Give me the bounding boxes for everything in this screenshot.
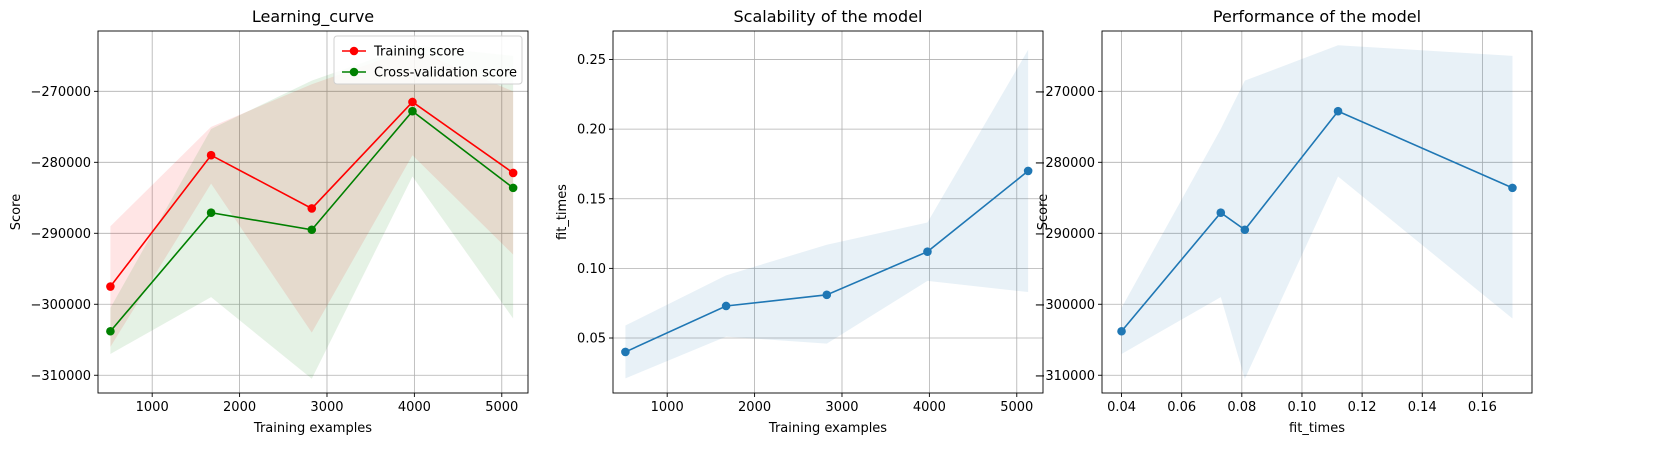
data-point	[106, 326, 115, 336]
x-tick-label: 1000	[651, 400, 684, 415]
x-tick-label: 3000	[310, 400, 343, 415]
y-tick-label: 0.25	[577, 53, 606, 68]
x-tick-label: 4000	[398, 400, 431, 415]
x-tick-label: 0.06	[1167, 400, 1196, 415]
y-tick-label: 0.10	[577, 262, 606, 277]
chart-panel-1: 1000 2000 3000 4000 5000 −310000 −300000 −29000…	[9, 7, 529, 436]
x-tick-label: 0.16	[1468, 400, 1497, 415]
x-tick-label: 0.10	[1287, 400, 1316, 415]
x-tick-label: 1000	[136, 400, 169, 415]
std-band-1	[110, 48, 514, 347]
y-tick-label: 0.15	[577, 192, 606, 207]
x-tick-label: 0.14	[1408, 400, 1437, 415]
legend-label-2: Cross-validation score	[374, 66, 517, 81]
data-point	[508, 168, 518, 178]
axes-frame	[97, 30, 529, 394]
y-tick-label: −310000	[1034, 369, 1095, 384]
grid	[1102, 31, 1532, 393]
x-tick-label: 3000	[825, 400, 858, 415]
y-tick-label: 0.20	[577, 123, 606, 138]
axes-frame	[1101, 30, 1533, 394]
data-point	[206, 150, 216, 160]
y-tick-label: −280000	[1034, 156, 1095, 171]
x-tick-label: 0.12	[1348, 400, 1377, 415]
y-tick-label: −300000	[30, 298, 91, 313]
data-point	[621, 347, 630, 357]
data-point	[1240, 225, 1250, 235]
chart-panel-3: 0.04 0.06 0.08 0.10 0.12 0.14 0.16 −310000 −3000…	[1034, 7, 1533, 436]
y-axis-label: Score	[1036, 194, 1051, 230]
y-tick-label: −310000	[30, 369, 91, 384]
grid	[613, 31, 1043, 393]
data-point	[1333, 106, 1343, 116]
grid	[98, 31, 528, 393]
data-point	[1023, 166, 1033, 176]
data-point	[508, 183, 518, 193]
data-point	[1216, 208, 1226, 218]
y-tick-label: 0.05	[577, 332, 606, 347]
x-tick-label: 2000	[738, 400, 771, 415]
y-tick-label: −290000	[1034, 227, 1095, 242]
x-tick-label: 4000	[913, 400, 946, 415]
data-point	[923, 247, 932, 256]
legend-marker-1	[349, 46, 359, 56]
std-band-1	[1121, 45, 1513, 379]
std-band-1	[625, 49, 1029, 379]
data-point	[106, 282, 115, 291]
chart-title: Learning_curve	[252, 7, 374, 27]
y-tick-label: −300000	[1034, 298, 1095, 313]
axes-frame	[612, 30, 1044, 394]
data-point	[1117, 326, 1126, 336]
y-tick-label: −280000	[30, 156, 91, 171]
chart-title: Scalability of the model	[734, 7, 923, 26]
y-tick-label: −270000	[30, 85, 91, 100]
data-point	[307, 225, 317, 235]
legend: Training score Cross-validation score	[333, 35, 523, 85]
data-point	[822, 290, 832, 300]
data-point	[1508, 183, 1517, 193]
chart-title: Performance of the model	[1213, 7, 1421, 26]
x-tick-label: 5000	[1000, 400, 1033, 415]
y-axis-label: fit_times	[555, 184, 570, 240]
legend-marker-2	[349, 67, 359, 77]
data-point	[408, 106, 417, 116]
x-axis-label: fit_times	[1289, 421, 1345, 436]
chart-panel-2: 1000 2000 3000 4000 5000 0.05 0.10 0.15 0.20 0.25…	[555, 7, 1044, 436]
data-point	[307, 204, 317, 213]
y-tick-label: −290000	[30, 227, 91, 242]
y-tick-label: −270000	[1034, 85, 1095, 100]
legend-box	[333, 35, 523, 85]
legend-label-1: Training score	[373, 45, 464, 60]
y-axis-label: Score	[9, 194, 24, 230]
x-tick-label: 5000	[485, 400, 518, 415]
x-tick-label: 0.04	[1107, 400, 1136, 415]
data-point	[721, 301, 731, 311]
x-axis-label: Training examples	[768, 421, 887, 436]
data-point	[408, 97, 417, 107]
x-tick-label: 0.08	[1227, 400, 1256, 415]
x-tick-label: 2000	[223, 400, 256, 415]
data-point	[206, 208, 216, 218]
x-axis-label: Training examples	[253, 421, 372, 436]
